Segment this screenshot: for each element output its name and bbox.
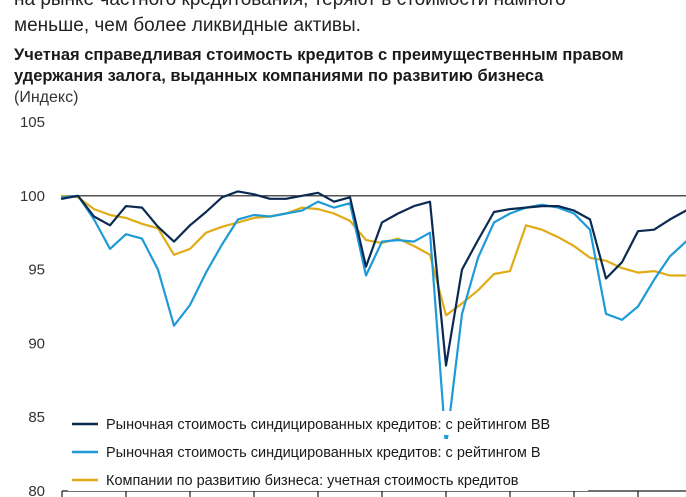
intro-line-1: на рынке частного кредитования, теряют в… [14,0,686,13]
y-tick-label: 105 [20,114,45,131]
chart-title-line-1: Учетная справедливая стоимость кредитов … [14,46,624,64]
legend-background [68,439,588,463]
legend-label: Рыночная стоимость синдицированных креди… [106,445,541,461]
legend-background [68,467,588,491]
series-line [60,194,686,448]
series-line [60,190,686,367]
chart-title: Учетная справедливая стоимость кредитов … [14,45,686,87]
intro-text: на рынке частного кредитования, теряют в… [14,0,686,39]
series-lines [60,190,686,448]
chart-title-line-2: удержания залога, выданных компаниями по… [14,67,544,85]
legend-label: Рыночная стоимость синдицированных креди… [106,417,550,433]
legend: Рыночная стоимость синдицированных креди… [68,411,588,491]
legend-label: Компании по развитию бизнеса: учетная ст… [106,473,519,489]
y-tick-label: 85 [28,409,45,426]
y-tick-label: 100 [20,188,45,205]
x-axis [61,490,686,497]
y-tick-label: 90 [28,335,45,352]
y-tick-label: 80 [28,483,45,497]
series-line [60,194,686,317]
chart-unit: (Индекс) [14,89,79,106]
y-tick-label: 95 [28,262,45,279]
y-axis-ticks: 105 100 95 90 85 80 [20,114,45,497]
intro-line-2: меньше, чем более ликвидные активы. [14,15,361,36]
legend-background [68,411,588,435]
